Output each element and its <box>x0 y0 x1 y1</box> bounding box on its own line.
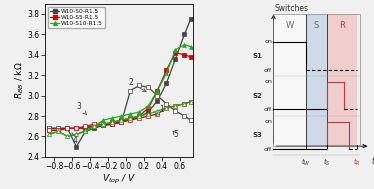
Text: t: t <box>371 157 374 166</box>
Text: S3: S3 <box>253 132 263 138</box>
Text: W: W <box>285 21 294 30</box>
Text: on: on <box>264 79 272 84</box>
Text: R: R <box>339 21 345 30</box>
Text: Switches: Switches <box>275 4 309 13</box>
Text: $t_S$: $t_S$ <box>324 157 331 168</box>
Bar <box>273 15 306 146</box>
Text: off: off <box>264 108 272 112</box>
Text: 5: 5 <box>173 130 178 139</box>
Text: 3: 3 <box>77 102 86 115</box>
Text: on: on <box>264 39 272 44</box>
Text: S2: S2 <box>253 93 263 99</box>
Text: off: off <box>264 147 272 152</box>
Text: 2: 2 <box>128 78 146 92</box>
Legend: W10-S0-R1.5, W10-S5-R1.5, W10-S10-R1.5: W10-S0-R1.5, W10-S5-R1.5, W10-S10-R1.5 <box>48 7 105 28</box>
Bar <box>273 15 359 146</box>
Text: off: off <box>264 68 272 73</box>
Text: 4: 4 <box>72 133 77 145</box>
Text: $t_W$: $t_W$ <box>301 157 310 168</box>
Y-axis label: $R_{BB}$ / kΩ: $R_{BB}$ / kΩ <box>13 62 26 99</box>
Bar <box>306 15 327 146</box>
Bar <box>327 15 357 146</box>
Text: 1: 1 <box>156 105 164 115</box>
X-axis label: $V_{top}$ / V: $V_{top}$ / V <box>102 173 136 186</box>
Text: S1: S1 <box>253 53 263 59</box>
Text: S: S <box>314 21 319 30</box>
Text: $t_R$: $t_R$ <box>353 157 361 168</box>
Text: on: on <box>264 119 272 124</box>
